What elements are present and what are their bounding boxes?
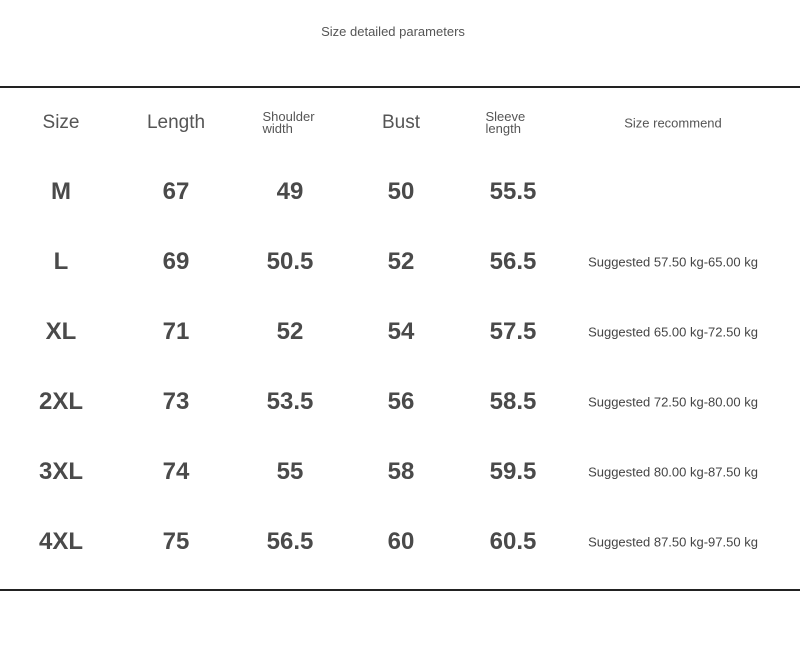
cell-length: 69 <box>162 248 190 275</box>
bottom-divider <box>0 589 800 591</box>
cell-size: 4XL <box>38 528 84 555</box>
cell-sleeve: 60.5 <box>489 528 537 555</box>
cell-bust: 60 <box>387 528 415 555</box>
header-bust: Bust <box>381 112 421 133</box>
cell-size: 2XL <box>38 388 84 415</box>
cell-sleeve: 57.5 <box>489 318 537 345</box>
cell-recommend: Suggested 80.00 kg-87.50 kg <box>588 464 758 480</box>
cell-size: XL <box>45 318 77 345</box>
cell-size: M <box>51 178 71 205</box>
header-recommend: Size recommend <box>624 115 722 131</box>
cell-shoulder: 56.5 <box>266 528 314 555</box>
cell-recommend: Suggested 87.50 kg-97.50 kg <box>588 534 758 550</box>
cell-bust: 58 <box>387 458 415 485</box>
header-sleeve: Sleeve length <box>485 109 526 136</box>
cell-sleeve: 58.5 <box>489 388 537 415</box>
cell-recommend: Suggested 65.00 kg-72.50 kg <box>588 324 758 340</box>
cell-length: 67 <box>162 178 190 205</box>
cell-size: 3XL <box>38 458 84 485</box>
cell-shoulder: 52 <box>276 318 304 345</box>
cell-bust: 54 <box>387 318 415 345</box>
header-size: Size <box>42 112 80 133</box>
chart-title: Size detailed parameters <box>321 24 465 39</box>
cell-size: L <box>53 248 69 275</box>
cell-shoulder: 53.5 <box>266 388 314 415</box>
header-shoulder: Shoulder width <box>262 109 315 136</box>
cell-sleeve: 56.5 <box>489 248 537 275</box>
cell-shoulder: 49 <box>276 178 304 205</box>
cell-length: 75 <box>162 528 190 555</box>
cell-length: 71 <box>162 318 190 345</box>
cell-length: 74 <box>162 458 190 485</box>
cell-sleeve: 59.5 <box>489 458 537 485</box>
cell-sleeve: 55.5 <box>489 178 537 205</box>
cell-length: 73 <box>162 388 190 415</box>
top-divider <box>0 86 800 88</box>
cell-shoulder: 50.5 <box>266 248 314 275</box>
cell-bust: 50 <box>387 178 415 205</box>
cell-shoulder: 55 <box>276 458 304 485</box>
cell-bust: 52 <box>387 248 415 275</box>
cell-recommend: Suggested 72.50 kg-80.00 kg <box>588 394 758 410</box>
cell-recommend: Suggested 57.50 kg-65.00 kg <box>588 254 758 270</box>
header-length: Length <box>146 112 206 133</box>
cell-bust: 56 <box>387 388 415 415</box>
